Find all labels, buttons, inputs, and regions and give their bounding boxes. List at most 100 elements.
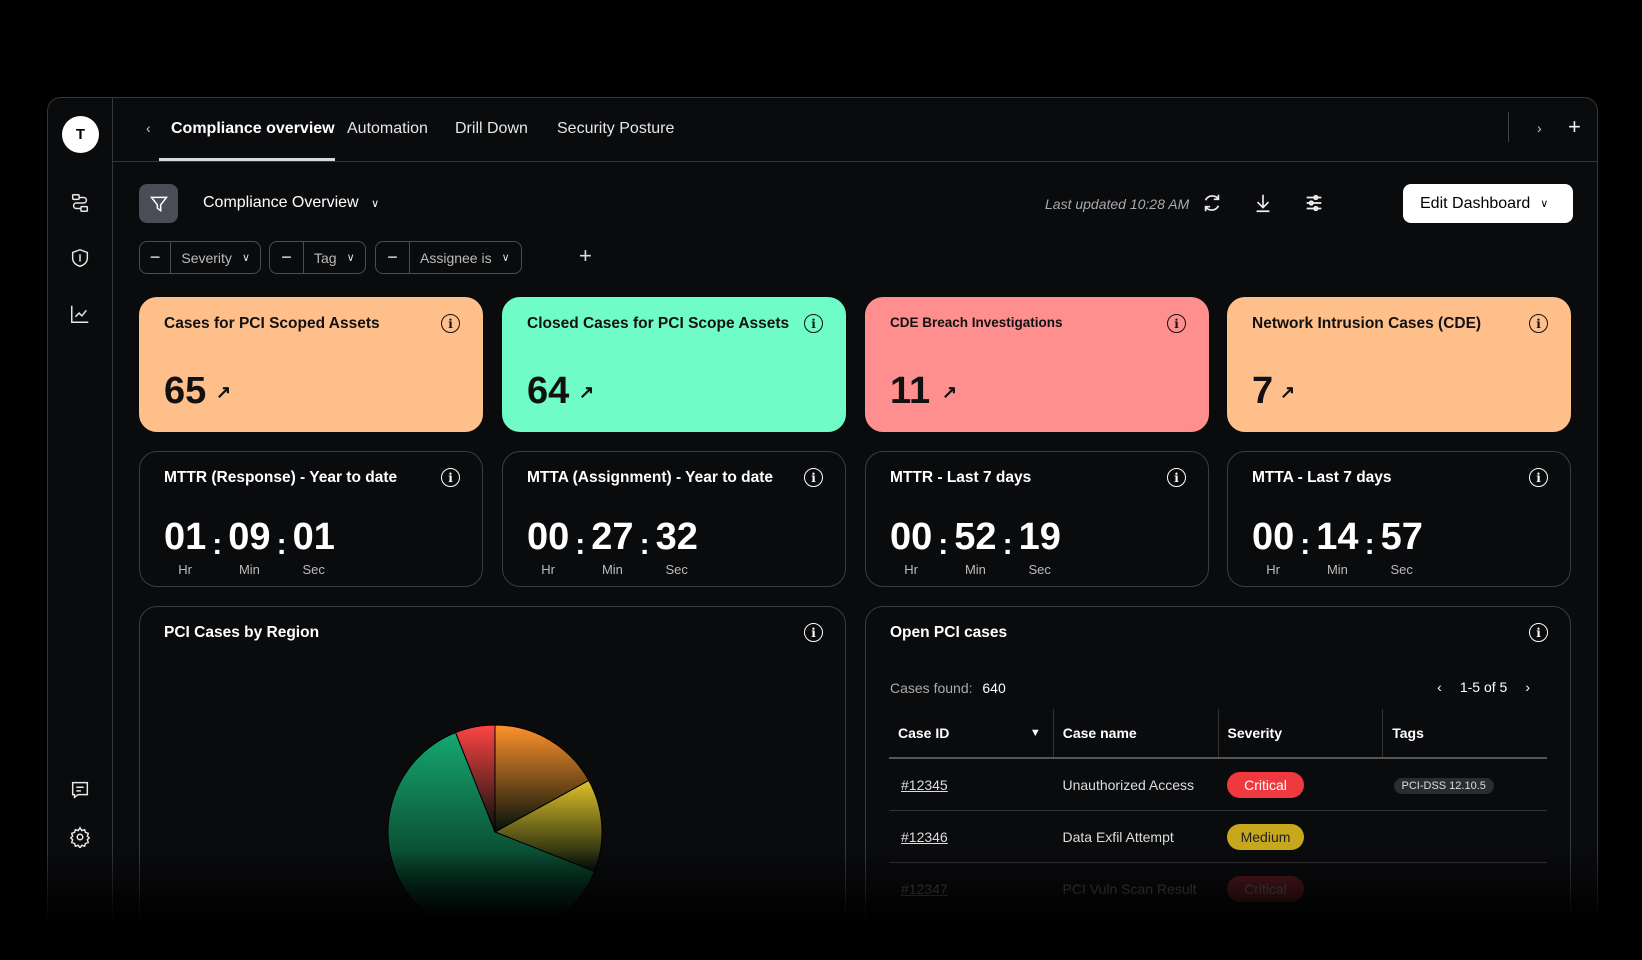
colon-separator: : bbox=[938, 528, 949, 561]
time-min: 52 Min bbox=[954, 516, 996, 577]
time-value: 14 bbox=[1316, 516, 1359, 558]
pagination: ‹ 1-5 of 5 › bbox=[1437, 679, 1530, 695]
remove-filter-icon[interactable]: − bbox=[140, 242, 172, 273]
colon-separator: : bbox=[1002, 528, 1013, 561]
add-tab-icon[interactable]: + bbox=[1568, 114, 1581, 139]
edit-dashboard-button[interactable]: Edit Dashboard ∨ bbox=[1403, 184, 1573, 223]
info-icon[interactable]: i bbox=[1167, 468, 1186, 487]
timer-title: MTTA (Assignment) - Year to date bbox=[527, 469, 774, 486]
time-hr: 01 Hr bbox=[164, 516, 206, 577]
pie-slice[interactable] bbox=[454, 724, 496, 833]
gear-icon[interactable] bbox=[68, 825, 92, 849]
time-value: 09 bbox=[228, 516, 271, 558]
info-icon[interactable]: i bbox=[804, 623, 823, 642]
info-icon[interactable]: i bbox=[1529, 314, 1548, 333]
prev-page-icon[interactable]: ‹ bbox=[1437, 679, 1442, 695]
sort-desc-icon[interactable]: ▼ bbox=[1029, 727, 1041, 739]
info-icon[interactable]: i bbox=[804, 314, 823, 333]
time-unit: Sec bbox=[1390, 562, 1413, 577]
sidebar: T bbox=[48, 98, 113, 958]
case-id-link[interactable]: #12345 bbox=[901, 776, 948, 793]
case-name: Data Exfil Attempt bbox=[1062, 828, 1174, 845]
remove-filter-icon[interactable]: − bbox=[376, 242, 410, 273]
colon-separator: : bbox=[276, 528, 287, 561]
add-filter-button[interactable]: + bbox=[579, 243, 592, 268]
time-unit: Sec bbox=[302, 562, 325, 577]
time-unit: Hr bbox=[1266, 562, 1280, 577]
column-case-id[interactable]: Case ID ▼ bbox=[889, 709, 1053, 757]
info-icon[interactable]: i bbox=[441, 314, 460, 333]
kpi-card[interactable]: CDE Breach Investigations i 11 ↗ bbox=[865, 297, 1209, 432]
card-title: PCI Cases by Region bbox=[164, 624, 320, 641]
workflow-icon[interactable] bbox=[68, 191, 92, 215]
kpi-card[interactable]: Network Intrusion Cases (CDE) i 7 ↗ bbox=[1227, 297, 1571, 432]
chevron-down-icon: ∨ bbox=[1540, 198, 1549, 210]
colon-separator: : bbox=[1364, 528, 1375, 561]
user-avatar[interactable]: T bbox=[62, 116, 99, 153]
info-icon[interactable]: i bbox=[1529, 623, 1548, 642]
filter-label: Severity bbox=[181, 249, 232, 266]
info-icon[interactable]: i bbox=[804, 468, 823, 487]
tab-drill-down[interactable]: Drill Down bbox=[455, 120, 528, 137]
tab-security-posture[interactable]: Security Posture bbox=[557, 120, 675, 137]
filter-button[interactable] bbox=[139, 184, 178, 223]
case-name: Unauthorized Access bbox=[1062, 776, 1195, 793]
tabs-scroll-right-icon[interactable]: › bbox=[1537, 120, 1542, 136]
edit-dashboard-label: Edit Dashboard bbox=[1420, 194, 1531, 212]
divider bbox=[1508, 112, 1509, 142]
time-hr: 00 Hr bbox=[527, 516, 569, 577]
kpi-card[interactable]: Closed Cases for PCI Scope Assets i 64 ↗ bbox=[502, 297, 846, 432]
info-icon[interactable]: i bbox=[1167, 314, 1186, 333]
column-label: Tags bbox=[1392, 725, 1424, 741]
table-row[interactable]: #12345 Unauthorized Access Critical PCI-… bbox=[889, 759, 1547, 811]
refresh-icon[interactable] bbox=[1201, 192, 1223, 214]
column-label: Severity bbox=[1227, 725, 1282, 741]
colon-separator: : bbox=[575, 528, 586, 561]
dashboard-selector[interactable]: Compliance Overview ∨ bbox=[203, 194, 379, 212]
colon-separator: : bbox=[1300, 528, 1311, 561]
filter-label: Tag bbox=[314, 249, 337, 266]
case-id-link[interactable]: #12346 bbox=[901, 828, 948, 845]
filter-chip-severity[interactable]: − Severity ∨ bbox=[139, 241, 261, 274]
trend-up-icon: ↗ bbox=[942, 382, 958, 402]
filter-chip-tag[interactable]: − Tag ∨ bbox=[269, 241, 366, 274]
time-unit: Hr bbox=[904, 562, 918, 577]
info-icon[interactable]: i bbox=[1529, 468, 1548, 487]
timer-card: MTTR (Response) - Year to date i 01 Hr:09… bbox=[139, 451, 483, 587]
time-min: 14 Min bbox=[1316, 516, 1358, 577]
dashboard-name: Compliance Overview bbox=[203, 194, 359, 211]
message-icon[interactable] bbox=[68, 778, 92, 802]
page-range: 1-5 of 5 bbox=[1459, 679, 1508, 695]
kpi-value: 7 bbox=[1252, 370, 1274, 412]
time-unit: Min bbox=[964, 562, 986, 577]
tabs-scroll-left-icon[interactable]: ‹ bbox=[146, 120, 151, 136]
download-icon[interactable] bbox=[1252, 192, 1274, 214]
column-severity[interactable]: Severity bbox=[1217, 709, 1383, 757]
severity-badge: Critical bbox=[1227, 771, 1304, 798]
column-label: Case ID bbox=[898, 725, 950, 741]
column-case-name[interactable]: Case name bbox=[1052, 709, 1218, 757]
card-title: Open PCI cases bbox=[890, 624, 1008, 641]
tag-badge: PCI-DSS 12.10.5 bbox=[1393, 777, 1494, 794]
info-icon[interactable]: i bbox=[441, 468, 460, 487]
time-unit: Hr bbox=[541, 562, 555, 577]
time-unit: Hr bbox=[178, 562, 192, 577]
pie-slice[interactable] bbox=[494, 724, 590, 833]
tab-compliance-overview[interactable]: Compliance overview bbox=[171, 120, 335, 137]
shield-icon[interactable] bbox=[68, 246, 92, 270]
column-tags[interactable]: Tags bbox=[1382, 709, 1547, 757]
timer-card: MTTA - Last 7 days i 00 Hr:14 Min:57 Sec bbox=[1227, 451, 1571, 587]
filter-chip-assignee[interactable]: − Assignee is ∨ bbox=[375, 241, 522, 274]
time-min: 09 Min bbox=[228, 516, 270, 577]
settings-sliders-icon[interactable] bbox=[1303, 192, 1325, 214]
kpi-card[interactable]: Cases for PCI Scoped Assets i 65 ↗ bbox=[139, 297, 483, 432]
tab-automation[interactable]: Automation bbox=[347, 120, 428, 137]
main-content: ‹ Compliance overview Automation Drill D… bbox=[113, 98, 1597, 958]
timer-card: MTTA (Assignment) - Year to date i 00 Hr:… bbox=[502, 451, 846, 587]
tab-bar: ‹ Compliance overview Automation Drill D… bbox=[113, 98, 1597, 162]
next-page-icon[interactable]: › bbox=[1525, 679, 1530, 695]
chart-line-icon[interactable] bbox=[68, 302, 92, 326]
remove-filter-icon[interactable]: − bbox=[270, 242, 304, 273]
time-unit: Min bbox=[238, 562, 260, 577]
severity-badge: Medium bbox=[1227, 823, 1304, 850]
